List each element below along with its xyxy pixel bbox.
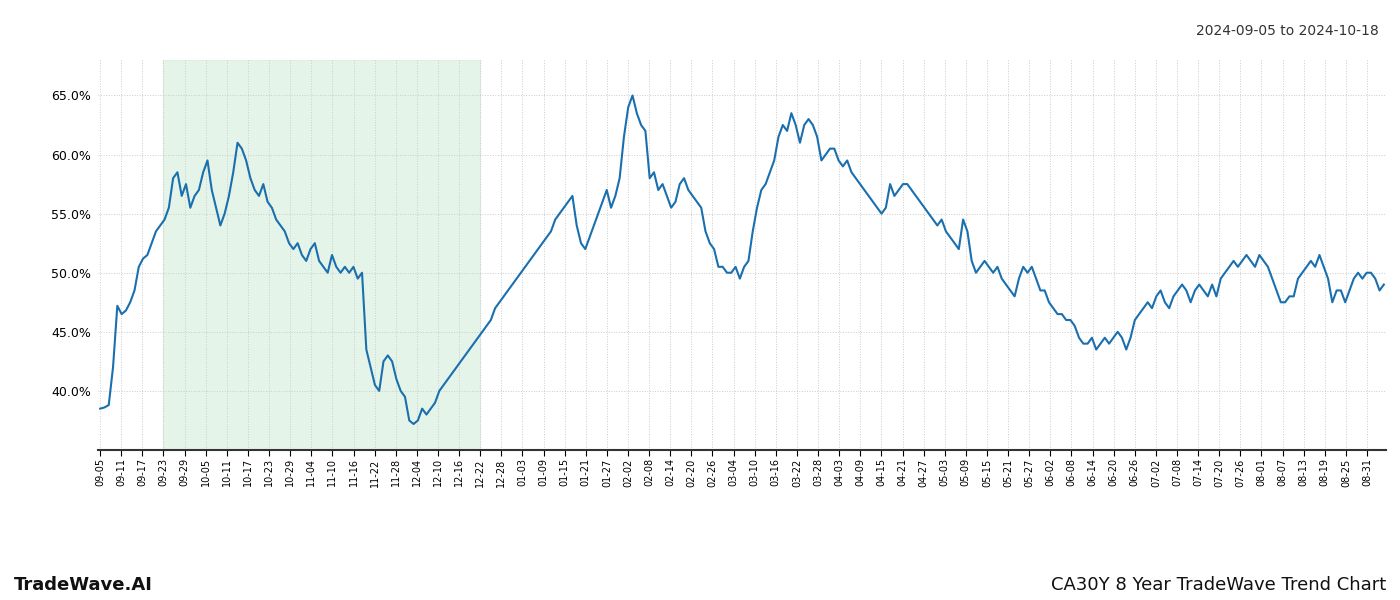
- Text: CA30Y 8 Year TradeWave Trend Chart: CA30Y 8 Year TradeWave Trend Chart: [1051, 576, 1386, 594]
- Text: TradeWave.AI: TradeWave.AI: [14, 576, 153, 594]
- Bar: [164, 60, 480, 450]
- Text: 2024-09-05 to 2024-10-18: 2024-09-05 to 2024-10-18: [1196, 24, 1379, 38]
